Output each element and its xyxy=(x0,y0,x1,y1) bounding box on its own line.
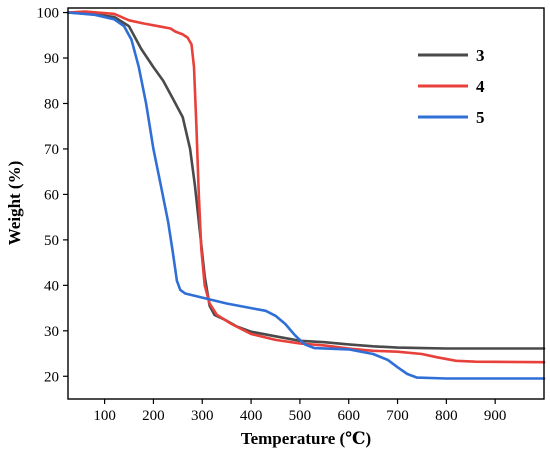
x-tick-label: 800 xyxy=(435,408,458,424)
series-lines xyxy=(66,10,546,380)
x-tick-label: 500 xyxy=(289,408,312,424)
x-tick-label: 400 xyxy=(240,408,263,424)
legend-label-3: 3 xyxy=(476,46,485,65)
x-tick-label: 300 xyxy=(191,408,214,424)
y-tick-label: 30 xyxy=(44,324,59,340)
y-tick-label: 90 xyxy=(44,51,59,67)
y-axis-title: Weight (%) xyxy=(5,161,24,246)
y-tick-label: 60 xyxy=(44,187,59,203)
x-tick-label: 100 xyxy=(93,408,116,424)
x-axis-title: Temperature (℃) xyxy=(241,429,371,448)
y-tick-label: 50 xyxy=(44,233,59,249)
y-axis-ticks: 20 30 40 50 60 70 80 90 100 xyxy=(37,6,68,385)
x-tick-label: 900 xyxy=(484,408,507,424)
plot-frame xyxy=(67,7,545,400)
y-tick-label: 40 xyxy=(44,278,59,294)
x-tick-label: 600 xyxy=(337,408,360,424)
x-tick-label: 700 xyxy=(386,408,409,424)
y-tick-label: 70 xyxy=(44,142,59,158)
y-tick-label: 20 xyxy=(44,369,59,385)
series-line-3 xyxy=(66,11,546,350)
legend-label-4: 4 xyxy=(476,77,485,96)
x-axis-ticks: 100 200 300 400 500 600 700 800 900 xyxy=(93,399,506,424)
y-tick-label: 100 xyxy=(37,6,60,22)
y-tick-label: 80 xyxy=(44,96,59,112)
legend: 3 4 5 xyxy=(418,46,485,127)
x-tick-label: 200 xyxy=(142,408,165,424)
series-line-4 xyxy=(66,10,546,364)
legend-label-5: 5 xyxy=(476,108,485,127)
series-line-5 xyxy=(66,11,546,380)
